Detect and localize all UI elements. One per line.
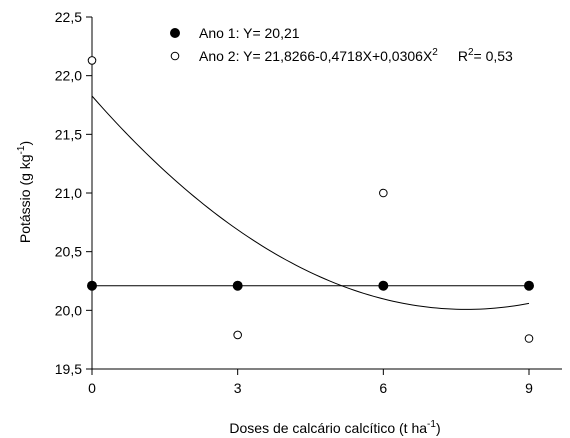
point-ano-1 xyxy=(232,280,243,291)
legend-marker-ano-1 xyxy=(170,28,180,38)
legend-label-ano-1: Ano 1: Y= 20,21 xyxy=(199,25,300,41)
x-axis-title-sup: -1 xyxy=(427,419,436,430)
legend-marker-ano-2 xyxy=(170,51,180,61)
y-tick-label: 19,5 xyxy=(55,361,82,377)
point-ano-2 xyxy=(233,330,242,340)
y-axis-title: Potássio (g kg-1) xyxy=(16,141,33,243)
point-ano-1 xyxy=(524,280,534,291)
y-tick-label: 20,0 xyxy=(55,302,82,318)
x-tick-label: 3 xyxy=(234,380,242,396)
point-ano-2 xyxy=(87,56,97,65)
x-tick-label: 6 xyxy=(379,380,387,396)
y-tick-label: 21,0 xyxy=(55,185,82,201)
y-tick-label: 22,0 xyxy=(55,68,82,84)
point-ano-2 xyxy=(379,188,388,198)
y-tick-label: 22,5 xyxy=(55,9,82,25)
x-tick-label: 0 xyxy=(88,380,96,396)
y-axis-title-end: ) xyxy=(17,141,33,146)
point-ano-2 xyxy=(524,334,534,343)
point-ano-1 xyxy=(378,280,389,291)
point-ano-1 xyxy=(87,280,97,291)
legend-label-ano-2: Ano 2: Y= 21,8266-0,4718X+0,0306X2 R2= 0,… xyxy=(199,47,513,64)
legend: Ano 1: Y= 20,21 Ano 2: Y= 21,8266-0,4718X… xyxy=(170,25,513,64)
data-points xyxy=(87,56,534,343)
y-axis-title-main: Potássio (g kg xyxy=(17,154,33,243)
x-axis-title-main: Doses de calcário calcítico (t ha xyxy=(229,420,427,436)
fit-lines xyxy=(91,95,530,310)
y-axis-title-sup: -1 xyxy=(16,145,27,154)
y-tick-label: 21,5 xyxy=(55,126,82,142)
x-tick-label: 9 xyxy=(525,380,533,396)
fit-line-ano-2 xyxy=(91,95,530,310)
x-axis-title-end: ) xyxy=(436,420,441,436)
axes: 19,5 20,0 20,5 21,0 21,5 22,0 22,5 0 3 6 9 xyxy=(55,9,562,396)
y-tick-label: 20,5 xyxy=(55,244,82,260)
x-axis-title: Doses de calcário calcítico (t ha-1) xyxy=(229,419,440,436)
